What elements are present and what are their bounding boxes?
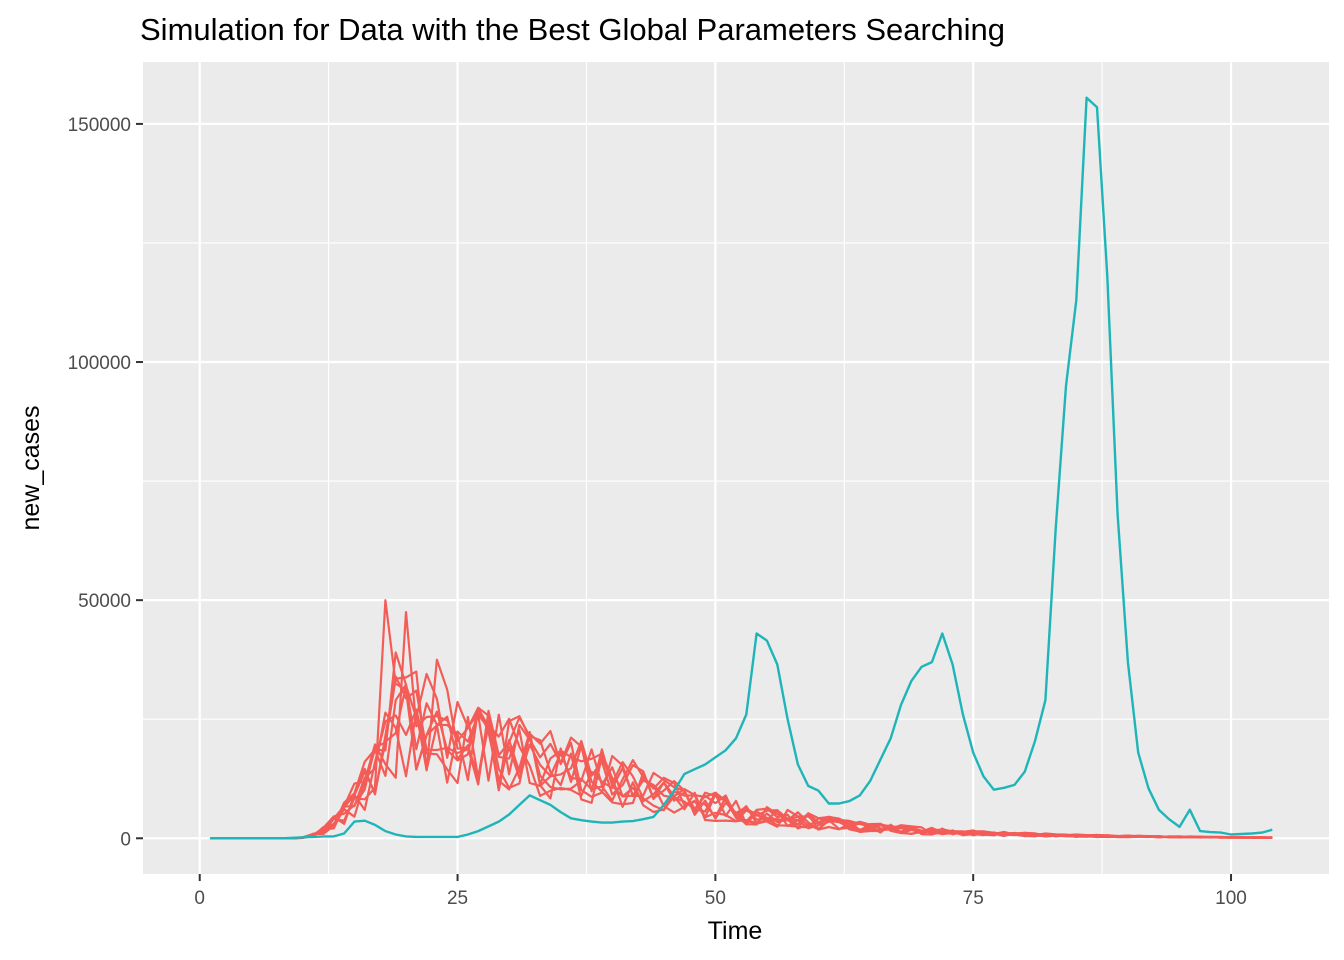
x-axis-title: Time <box>708 917 763 945</box>
x-tick-label: 50 <box>705 888 726 909</box>
x-tick-label: 100 <box>1215 888 1247 909</box>
y-axis-ticks: 0 50000 100000 150000 <box>68 115 143 850</box>
y-axis-title: new_cases <box>17 405 45 530</box>
x-tick-label: 0 <box>194 888 205 909</box>
simulated-series-line <box>210 708 1273 840</box>
y-tick-label: 150000 <box>68 115 131 136</box>
observed-series-line <box>210 96 1273 840</box>
x-tick-label: 75 <box>963 888 984 909</box>
x-axis-ticks: 0 25 50 75 100 <box>194 874 1247 909</box>
x-tick-label: 25 <box>447 888 468 909</box>
simulated-series-group <box>210 599 1273 840</box>
y-tick-label: 100000 <box>68 353 131 374</box>
chart-title: Simulation for Data with the Best Global… <box>140 12 1005 47</box>
plot-panel <box>143 62 1329 874</box>
observed-series-group <box>210 96 1273 840</box>
y-tick-label: 0 <box>120 829 131 850</box>
y-tick-label: 50000 <box>78 591 131 612</box>
major-gridlines <box>143 62 1329 874</box>
